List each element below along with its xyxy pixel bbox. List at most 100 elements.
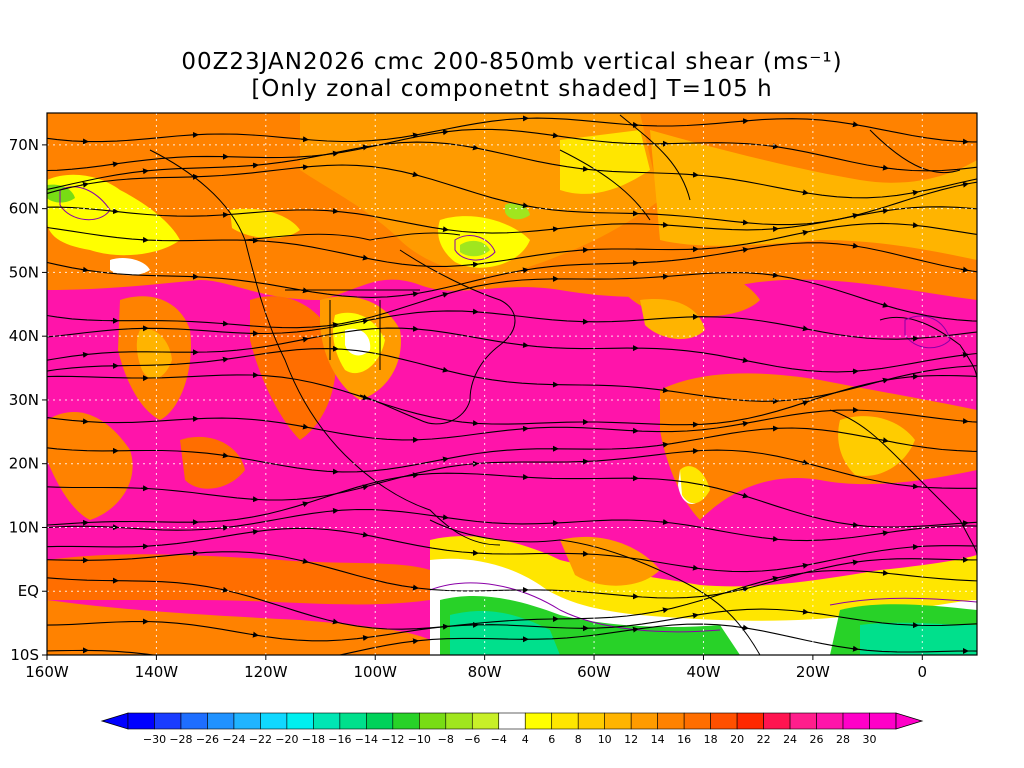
streamline	[47, 327, 977, 373]
shading-layer	[47, 113, 977, 655]
colorbar-swatch	[710, 712, 738, 730]
streamline-arrow	[470, 261, 479, 268]
streamline	[47, 206, 977, 234]
streamline-arrow	[880, 301, 889, 308]
colorbar-label: 16	[677, 733, 691, 746]
streamline-arrow	[250, 631, 259, 638]
streamline-arrow	[850, 242, 859, 249]
streamline-arrow	[470, 144, 479, 151]
colorbar-swatch	[630, 712, 658, 730]
colorbar-label: −26	[196, 733, 219, 746]
streamline-arrow	[690, 171, 699, 178]
streamline-arrow	[360, 634, 369, 641]
streamline-arrow	[690, 564, 699, 571]
streamline-arrow	[220, 586, 229, 593]
streamline-arrow	[770, 575, 779, 582]
streamline-arrow	[550, 226, 559, 233]
streamline	[47, 374, 977, 426]
colorbar-swatch	[763, 712, 791, 730]
colorbar-label: 6	[548, 733, 555, 746]
streamline-arrow	[470, 420, 479, 427]
streamline-arrow	[550, 132, 559, 139]
streamline-arrow	[800, 325, 809, 332]
streamline-arrow	[800, 608, 809, 615]
streamline	[47, 623, 977, 655]
lat-tick-label: 40N	[9, 327, 39, 345]
streamline-arrow	[630, 626, 639, 633]
colorbar-label: 18	[704, 733, 718, 746]
colorbar-swatch	[366, 712, 394, 730]
streamline-arrow	[220, 356, 229, 363]
colorbar-swatch	[180, 712, 208, 730]
streamline-arrow	[740, 420, 749, 427]
lat-tick-label: 20N	[9, 455, 39, 473]
streamline-arrow	[360, 394, 369, 401]
lat-tick-label: 10S	[10, 646, 39, 664]
colorbar-label: −18	[302, 733, 325, 746]
streamline-arrow	[220, 524, 229, 531]
colorbar-swatch	[471, 712, 500, 730]
colorbar-label: −16	[328, 733, 351, 746]
streamline-arrow	[520, 202, 529, 209]
streamline-arrow	[800, 229, 809, 236]
lon-tick-label: 160W	[25, 663, 69, 681]
lat-tick-label: 30N	[9, 391, 39, 409]
streamline-arrow	[440, 514, 449, 521]
streamline-arrow	[440, 129, 449, 136]
streamline	[47, 527, 977, 573]
streamline-arrow	[300, 287, 309, 294]
colorbar-label: 20	[730, 733, 744, 746]
lat-tick-label: 60N	[9, 200, 39, 218]
streamline-arrow	[740, 586, 749, 593]
streamline-arrow	[520, 267, 529, 274]
streamline-arrow	[330, 507, 339, 514]
streamline-arrow	[850, 121, 859, 128]
streamline-arrow	[80, 266, 89, 273]
streamline-arrow	[800, 562, 809, 569]
streamline-arrow	[300, 558, 309, 564]
streamline-arrow	[880, 530, 889, 537]
colorbar-label: 14	[651, 733, 665, 746]
streamline-arrow	[300, 501, 309, 508]
lon-tick-label: 20W	[796, 663, 830, 681]
streamline-arrow	[330, 208, 339, 215]
streamline	[47, 348, 977, 402]
streamline-arrow	[360, 254, 369, 261]
streamline-arrow	[960, 181, 969, 188]
streamline-arrow	[850, 645, 859, 652]
streamline-arrow	[740, 118, 749, 125]
streamline	[47, 608, 977, 642]
lon-tick-label: 120W	[244, 663, 288, 681]
streamline-arrow	[80, 351, 89, 358]
colorbar-left-arrow	[100, 712, 129, 730]
colorbar-label: 22	[757, 733, 771, 746]
lat-tick-label: 50N	[9, 263, 39, 281]
colorbar-swatch	[683, 712, 711, 730]
streamline-arrow	[910, 189, 919, 196]
colorbar-swatch	[154, 712, 182, 730]
colorbar-swatch	[445, 712, 473, 730]
streamline-arrow	[360, 318, 369, 325]
streamline-arrow	[690, 612, 699, 619]
streamline-arrow	[660, 441, 669, 448]
streamline-arrow	[910, 222, 919, 229]
streamline	[47, 409, 977, 441]
streamline-arrow	[300, 423, 309, 430]
colorbar-label: 28	[836, 733, 850, 746]
streamline-arrow	[440, 366, 449, 373]
streamline-arrow	[250, 528, 259, 535]
colorbar-swatch	[842, 712, 870, 730]
colorbar-swatch	[498, 712, 526, 730]
streamline-arrow	[880, 164, 889, 171]
streamline-arrow	[191, 660, 197, 661]
streamline	[47, 128, 977, 172]
streamline-arrow	[740, 357, 749, 363]
colorbar-swatch	[419, 712, 447, 730]
colorbar-label: −28	[169, 733, 192, 746]
streamline-arrow	[850, 559, 859, 566]
chart-title-line1: 00Z23JAN2026 cmc 200-850mb vertical shea…	[181, 49, 843, 75]
colorbar-label: −8	[438, 733, 454, 746]
lon-tick-label: 80W	[468, 663, 502, 681]
streamline-arrow	[220, 452, 229, 459]
